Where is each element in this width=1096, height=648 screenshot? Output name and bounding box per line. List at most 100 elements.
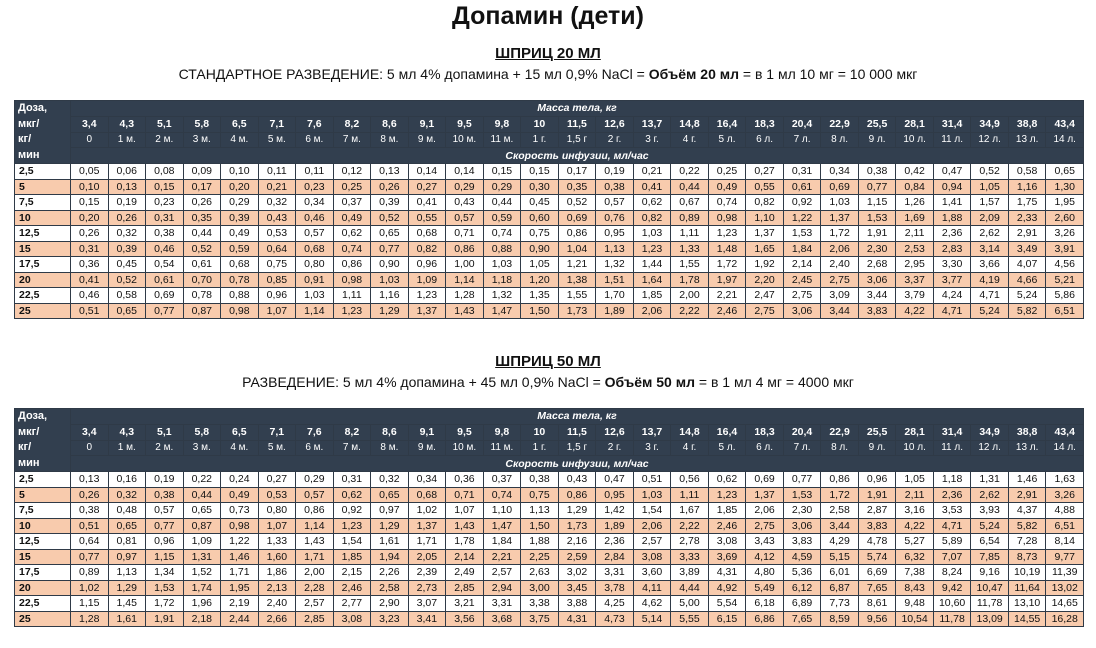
rate-cell: 0,37 xyxy=(482,471,522,488)
rate-cell: 1,13 xyxy=(107,564,147,581)
weight-header: 11,5 xyxy=(557,115,597,133)
rate-cell: 0,25 xyxy=(332,178,372,195)
rate-cell: 0,61 xyxy=(145,271,184,288)
rate-cell: 8,14 xyxy=(1045,533,1084,550)
rate-cell: 1,43 xyxy=(445,302,484,319)
rate-cell: 0,27 xyxy=(257,471,297,488)
rate-cell: 0,39 xyxy=(107,240,147,257)
rate-cell: 0,45 xyxy=(107,256,147,273)
rate-cell: 2,20 xyxy=(745,271,784,288)
age-header: 10 м. xyxy=(445,439,484,457)
weight-header: 6,5 xyxy=(220,115,259,133)
rate-cell: 3,02 xyxy=(557,564,597,581)
rate-cell: 2,28 xyxy=(295,579,334,596)
rate-cell: 1,88 xyxy=(932,209,972,226)
table-row: 5 0,10 0,13 0,15 0,17 0,20 0,21 0,23 0,25 0,26 0,2… xyxy=(14,178,1084,195)
rate-cell: 2,62 xyxy=(970,225,1009,242)
rate-cell: 1,26 xyxy=(895,194,934,211)
weight-header: 3,4 xyxy=(70,115,109,133)
age-header: 3 г. xyxy=(632,131,672,149)
weight-header: 4,3 xyxy=(107,423,147,441)
rate-cell: 1,84 xyxy=(482,533,522,550)
rate-cell: 1,09 xyxy=(182,533,222,550)
dose-cell: 5 xyxy=(14,178,71,195)
rate-cell: 1,54 xyxy=(332,533,372,550)
rate-cell: 0,55 xyxy=(407,209,447,226)
dose-header-line: кг/ xyxy=(18,133,32,145)
rate-cell: 2,66 xyxy=(257,610,297,627)
rate-cell: 5,24 xyxy=(970,302,1009,319)
rate-cell: 2,57 xyxy=(632,533,672,550)
weight-header: 8,6 xyxy=(370,115,409,133)
rate-cell: 1,74 xyxy=(182,579,222,596)
rate-cell: 4,22 xyxy=(895,517,934,534)
age-header: 11 м. xyxy=(482,439,522,457)
age-header: 1 г. xyxy=(520,439,559,457)
rate-cell: 0,65 xyxy=(182,502,222,519)
rate-cell: 0,57 xyxy=(445,209,484,226)
rate-cell: 4,37 xyxy=(1007,502,1047,519)
rate-cell: 0,26 xyxy=(70,486,109,503)
rate-cell: 0,38 xyxy=(857,163,897,180)
rate-cell: 0,77 xyxy=(70,548,109,565)
dose-cell: 17,5 xyxy=(14,256,71,273)
rate-cell: 1,55 xyxy=(557,287,597,304)
age-header: 5 м. xyxy=(257,131,297,149)
rate-cell: 2,18 xyxy=(182,610,222,627)
rate-cell: 0,53 xyxy=(257,486,297,503)
weight-header: 25,5 xyxy=(857,423,897,441)
age-header: 10 м. xyxy=(445,131,484,149)
rate-cell: 0,34 xyxy=(407,471,447,488)
rate-cell: 11,78 xyxy=(932,610,972,627)
rate-cell: 2,06 xyxy=(820,240,859,257)
rate-cell: 1,02 xyxy=(407,502,447,519)
age-header: 2 г. xyxy=(595,439,634,457)
rate-cell: 1,18 xyxy=(932,471,972,488)
rate-cell: 1,51 xyxy=(595,271,634,288)
rate-cell: 0,64 xyxy=(257,240,297,257)
weight-header: 14,8 xyxy=(670,423,709,441)
rate-cell: 3,66 xyxy=(970,256,1009,273)
table-row: 2,5 0,05 0,06 0,08 0,09 0,10 0,11 0,11 0,12 0,13 0… xyxy=(14,163,1084,180)
rate-cell: 1,04 xyxy=(557,240,597,257)
rate-cell: 3,06 xyxy=(782,302,822,319)
rate-cell: 0,11 xyxy=(257,163,297,180)
age-header: 8 л. xyxy=(820,131,859,149)
rate-cell: 7,73 xyxy=(820,595,859,612)
rate-cell: 0,95 xyxy=(595,486,634,503)
rate-cell: 0,95 xyxy=(595,225,634,242)
rate-cell: 1,71 xyxy=(220,564,259,581)
rate-cell: 1,53 xyxy=(782,486,822,503)
rate-cell: 1,65 xyxy=(745,240,784,257)
rate-cell: 0,52 xyxy=(370,209,409,226)
rate-cell: 4,19 xyxy=(970,271,1009,288)
rate-cell: 0,64 xyxy=(70,533,109,550)
rate-cell: 0,36 xyxy=(445,471,484,488)
rate-cell: 2,21 xyxy=(707,287,747,304)
rate-cell: 1,85 xyxy=(632,287,672,304)
rate-cell: 4,22 xyxy=(895,302,934,319)
header-row-mass: Доза, мкг/кг/мин Масса тела, кг xyxy=(14,100,1084,164)
age-header: 3 м. xyxy=(182,131,222,149)
rate-cell: 0,88 xyxy=(482,240,522,257)
rate-cell: 0,32 xyxy=(107,225,147,242)
rate-cell: 1,52 xyxy=(182,564,222,581)
rate-cell: 2,00 xyxy=(670,287,709,304)
rate-cell: 0,51 xyxy=(70,302,109,319)
dose-header-line: Доза, xyxy=(18,102,48,114)
rate-cell: 1,53 xyxy=(782,225,822,242)
rate-cell: 1,32 xyxy=(482,287,522,304)
rate-cell: 3,00 xyxy=(520,579,559,596)
rate-cell: 3,14 xyxy=(970,240,1009,257)
header-row-speed: Скорость инфузии, мл/час xyxy=(15,455,1084,472)
rate-cell: 1,14 xyxy=(295,302,334,319)
rate-cell: 0,53 xyxy=(257,225,297,242)
age-header: 4 г. xyxy=(670,131,709,149)
rate-cell: 0,11 xyxy=(295,163,334,180)
rate-cell: 1,03 xyxy=(482,256,522,273)
rate-cell: 0,68 xyxy=(407,225,447,242)
weight-header: 18,3 xyxy=(745,115,784,133)
rate-cell: 0,77 xyxy=(145,517,184,534)
